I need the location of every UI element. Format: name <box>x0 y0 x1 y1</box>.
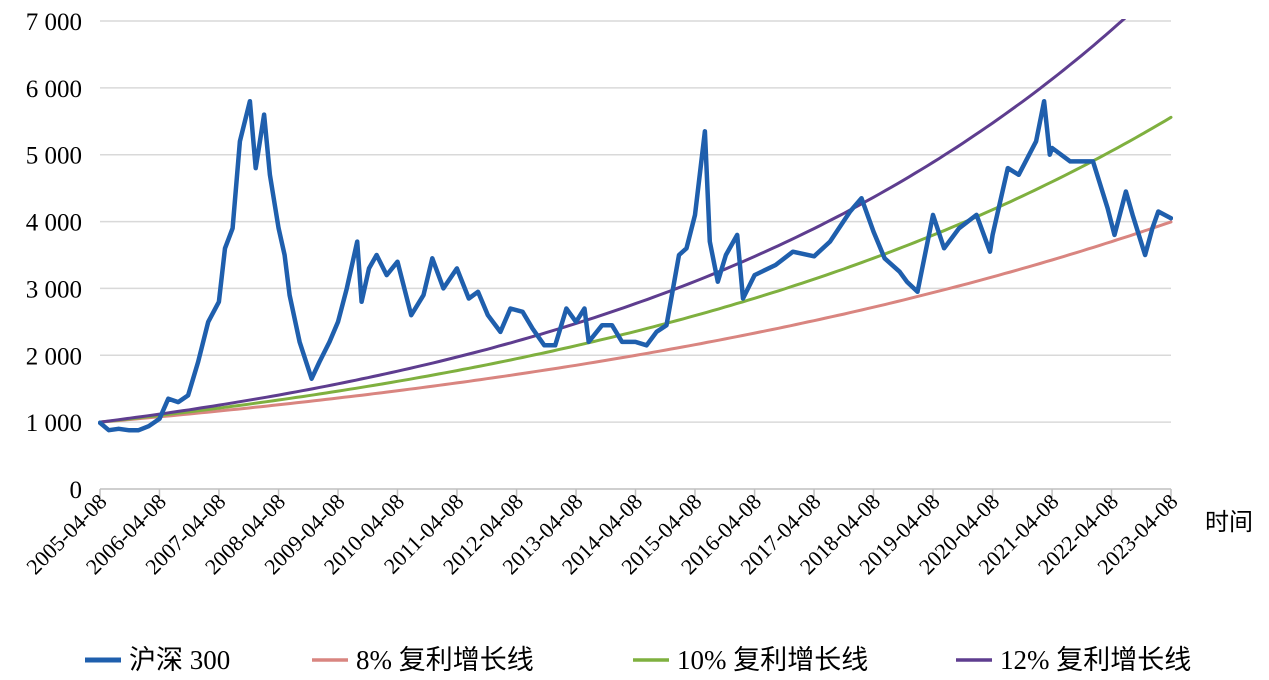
legend-label: 沪深 300 <box>129 645 230 675</box>
legend: 沪深 300 8% 复利增长线 10% 复利增长线 12% 复利增长线 <box>85 645 1191 675</box>
x-axis-title: 时间 <box>1205 508 1253 536</box>
legend-label: 10% 复利增长线 <box>677 645 868 675</box>
x-axis: 2005-04-082006-04-082007-04-082008-04-08… <box>21 488 1183 579</box>
y-axis-ticks: 0 1 000 2 000 3 000 4 000 5 000 6 000 7 000 <box>26 9 82 504</box>
series-line-1 <box>98 220 1173 424</box>
y-tick-label: 6 000 <box>26 76 82 103</box>
y-tick-label: 1 000 <box>26 410 82 437</box>
y-tick-label: 0 <box>70 477 83 504</box>
y-tick-label: 3 000 <box>26 276 82 303</box>
series-line-3 <box>98 19 1127 424</box>
y-tick-label: 2 000 <box>26 343 82 370</box>
y-tick-label: 7 000 <box>26 9 82 36</box>
legend-label: 8% 复利增长线 <box>356 645 534 675</box>
series-lines <box>98 19 1173 433</box>
y-tick-label: 4 000 <box>26 210 82 237</box>
y-tick-label: 5 000 <box>26 143 82 170</box>
legend-label: 12% 复利增长线 <box>1000 645 1191 675</box>
series-line-0 <box>98 98 1173 433</box>
gridlines <box>100 20 1171 423</box>
series-line-2 <box>98 115 1173 424</box>
